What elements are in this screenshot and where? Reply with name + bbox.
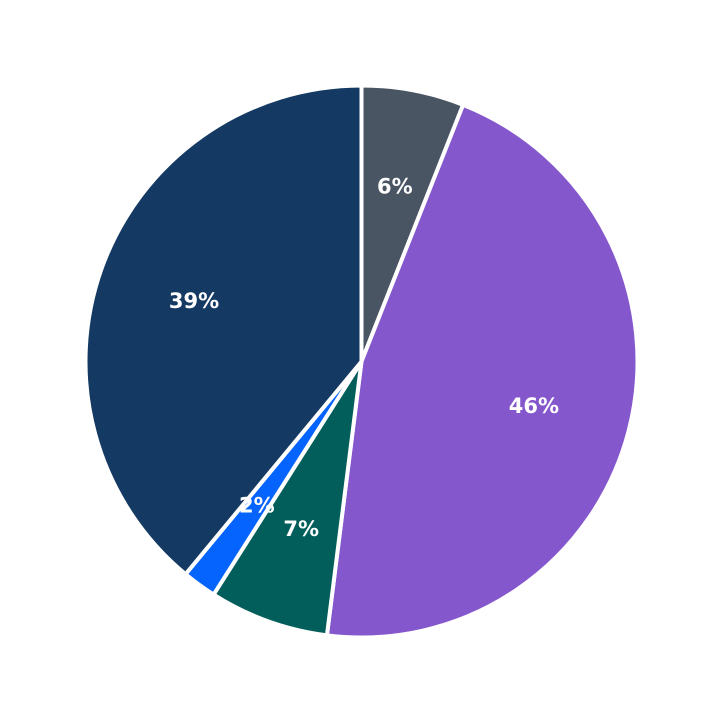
pie-slices [83, 83, 640, 640]
pie-slice-label-0: 6% [377, 175, 413, 199]
pie-slice-4 [83, 83, 364, 577]
pie-slice-1 [324, 102, 640, 640]
pie-slice-label-2: 7% [283, 517, 319, 541]
pie-labels: 6% 46% 7% 2% 39% [169, 175, 559, 541]
pie-slice-label-3: 2% [239, 494, 275, 518]
pie-slice-label-1: 46% [509, 394, 559, 418]
pie-slice-label-4: 39% [169, 289, 219, 313]
pie-slice-2 [210, 360, 364, 638]
